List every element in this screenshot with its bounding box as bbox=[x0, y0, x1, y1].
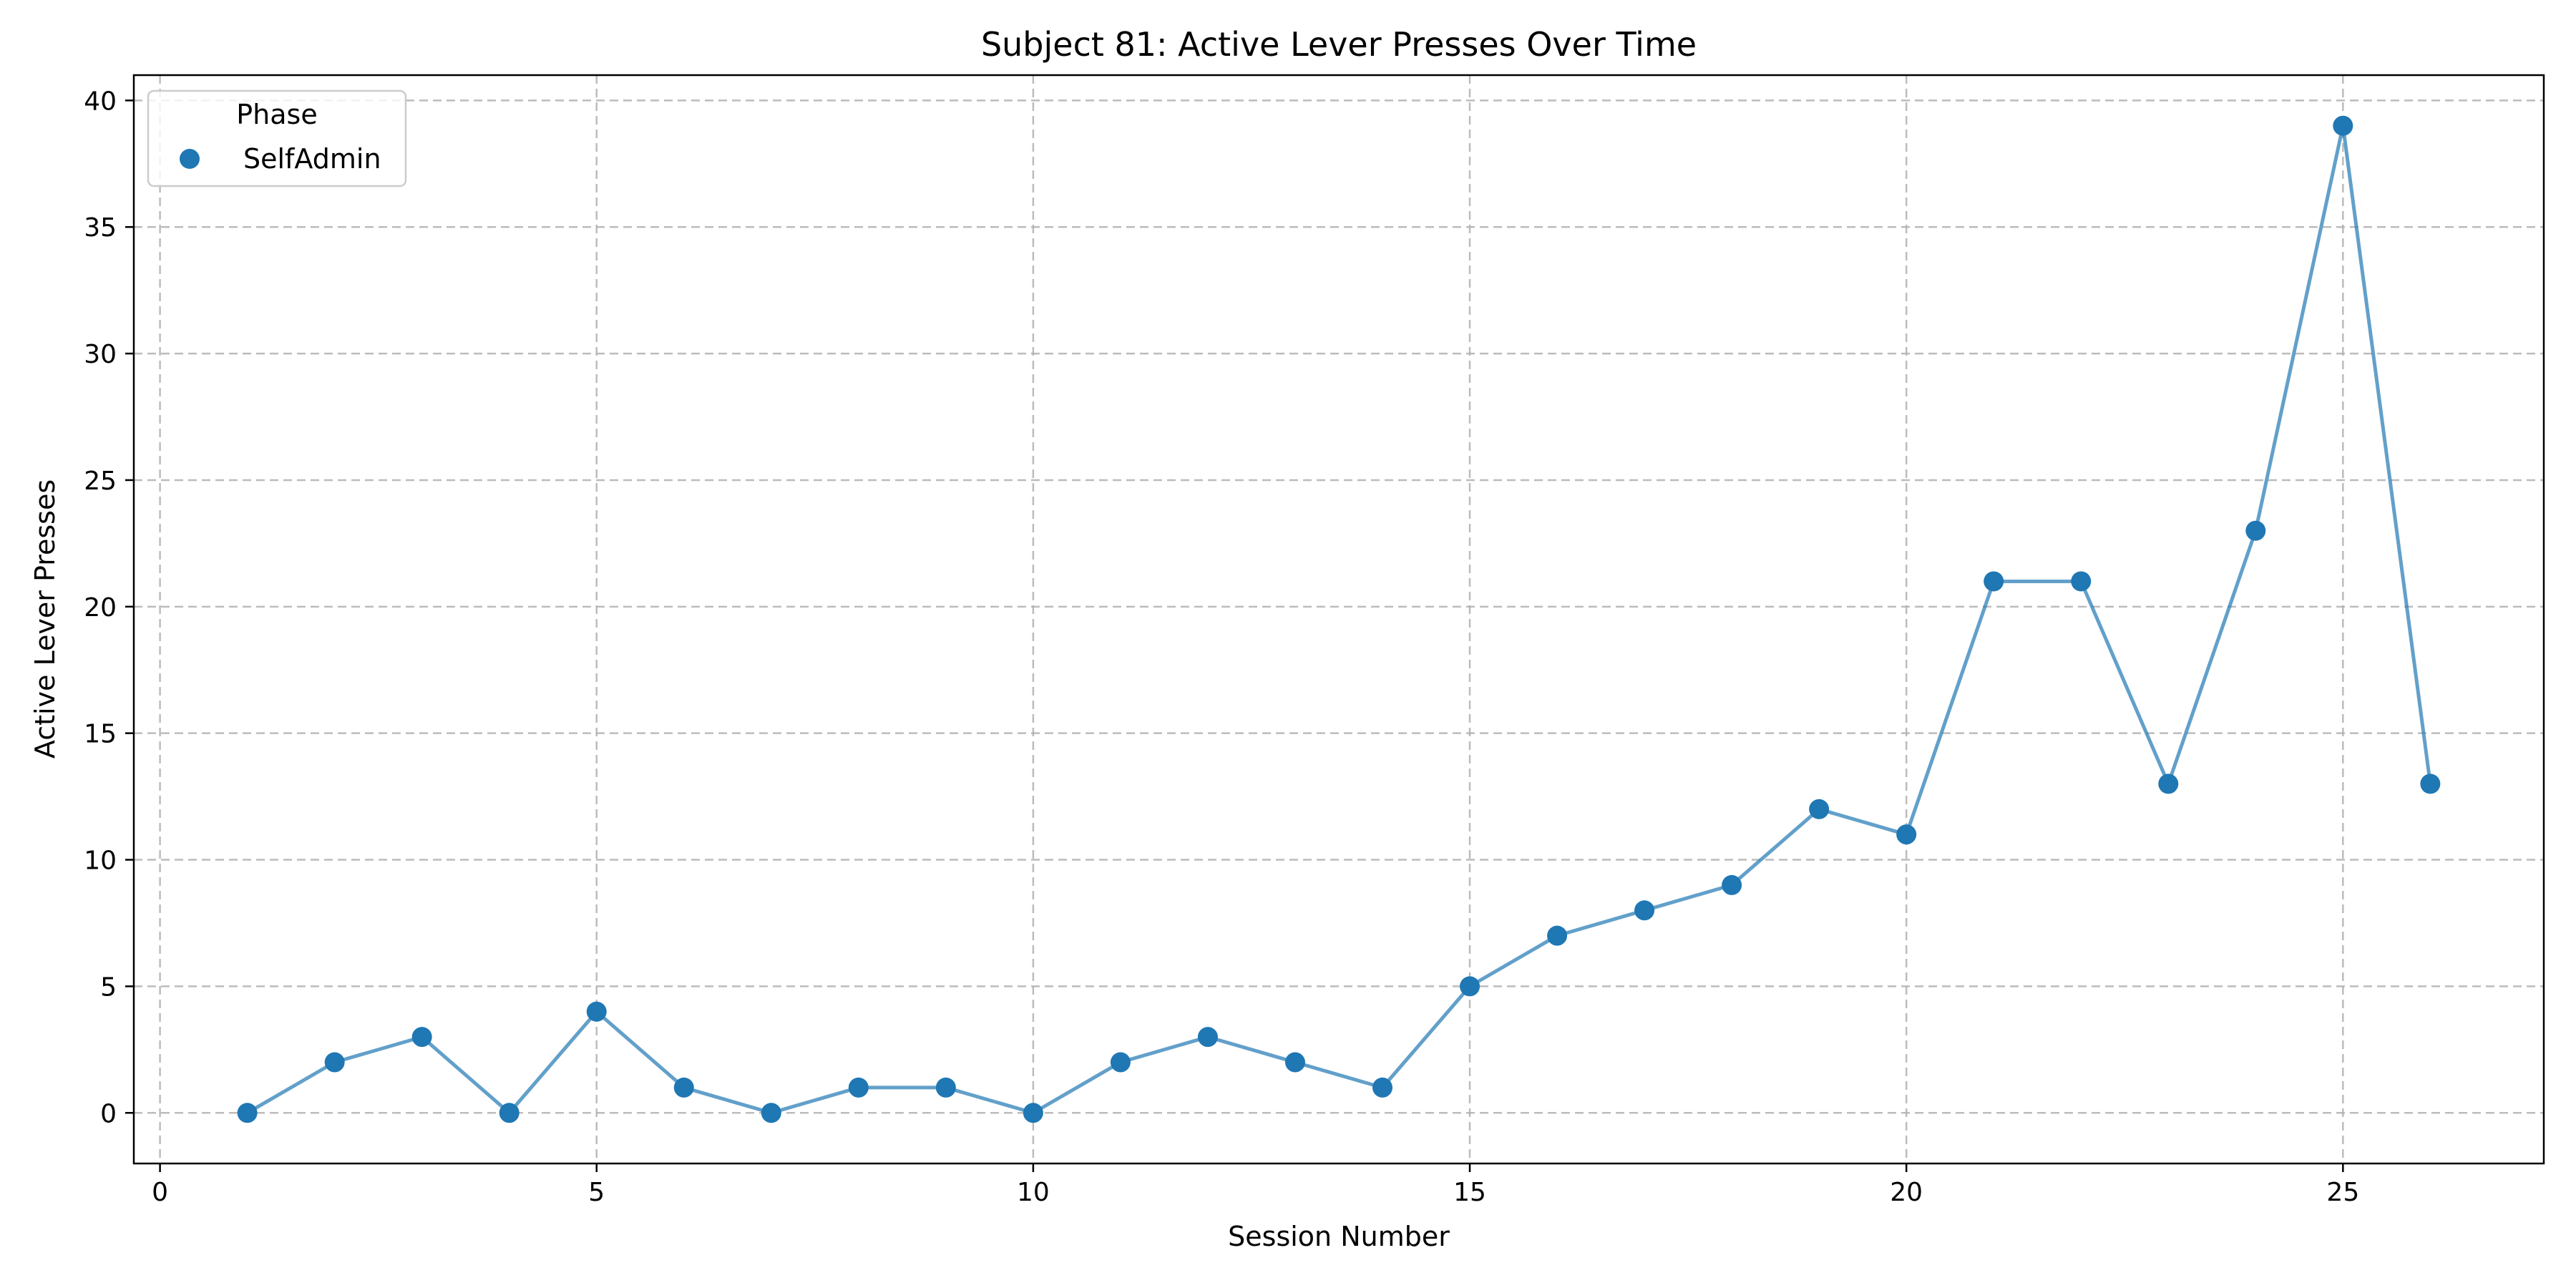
y-tick-label: 10 bbox=[84, 847, 117, 876]
y-tick-label: 30 bbox=[84, 340, 117, 369]
x-axis: 0 5 10 15 20 25 bbox=[152, 1163, 2359, 1207]
plot-frame bbox=[132, 74, 2545, 1165]
y-tick-label: 15 bbox=[84, 720, 117, 749]
x-axis-label: Session Number bbox=[1228, 1221, 1450, 1252]
data-point bbox=[1460, 976, 1480, 997]
data-point bbox=[1722, 874, 1742, 895]
data-point bbox=[237, 1103, 258, 1123]
y-tick-label: 5 bbox=[100, 972, 117, 1002]
data-point bbox=[2420, 774, 2441, 794]
x-tick-label: 5 bbox=[588, 1178, 605, 1207]
data-point bbox=[586, 1001, 607, 1022]
data-point bbox=[1197, 1027, 1218, 1048]
data-point bbox=[1547, 925, 1568, 946]
x-tick-label: 25 bbox=[2326, 1178, 2359, 1207]
x-tick-label: 15 bbox=[1453, 1178, 1486, 1207]
data-point bbox=[848, 1077, 869, 1098]
data-point bbox=[1372, 1077, 1393, 1098]
data-point bbox=[1809, 799, 1830, 819]
data-point bbox=[1634, 900, 1655, 921]
data-point bbox=[2071, 571, 2092, 592]
grid-lines bbox=[134, 75, 2544, 1163]
data-point bbox=[935, 1077, 956, 1098]
x-tick-label: 0 bbox=[152, 1178, 168, 1207]
data-point bbox=[1896, 824, 1917, 845]
x-tick-label: 10 bbox=[1017, 1178, 1050, 1207]
chart-title: Subject 81: Active Lever Presses Over Ti… bbox=[981, 25, 1697, 64]
y-tick-label: 0 bbox=[100, 1099, 117, 1128]
series-line-selfadmin bbox=[246, 124, 2432, 1115]
y-axis: 0 5 10 15 20 25 30 35 40 bbox=[84, 87, 134, 1128]
x-tick-label: 20 bbox=[1890, 1178, 1923, 1207]
data-point bbox=[761, 1103, 781, 1123]
y-tick-label: 40 bbox=[84, 87, 117, 116]
y-tick-label: 20 bbox=[84, 593, 117, 623]
legend-box bbox=[147, 89, 407, 187]
data-point bbox=[1984, 571, 2004, 592]
legend: Phase SelfAdmin bbox=[147, 89, 407, 187]
data-point bbox=[1110, 1052, 1131, 1073]
series-layer bbox=[237, 115, 2441, 1123]
data-point bbox=[2245, 520, 2266, 541]
legend-entry-selfadmin: SelfAdmin bbox=[243, 143, 381, 175]
data-point bbox=[324, 1052, 345, 1073]
data-point bbox=[2158, 774, 2179, 794]
y-tick-label: 35 bbox=[84, 213, 117, 243]
legend-title: Phase bbox=[236, 99, 317, 130]
data-point bbox=[499, 1103, 519, 1123]
data-point bbox=[673, 1077, 694, 1098]
data-point bbox=[1284, 1052, 1305, 1073]
data-point bbox=[1023, 1103, 1043, 1123]
data-point bbox=[2333, 115, 2353, 136]
legend-marker-selfadmin bbox=[180, 149, 200, 169]
y-axis-label: Active Lever Presses bbox=[29, 479, 61, 758]
data-point bbox=[411, 1027, 432, 1048]
y-tick-label: 25 bbox=[84, 467, 117, 496]
